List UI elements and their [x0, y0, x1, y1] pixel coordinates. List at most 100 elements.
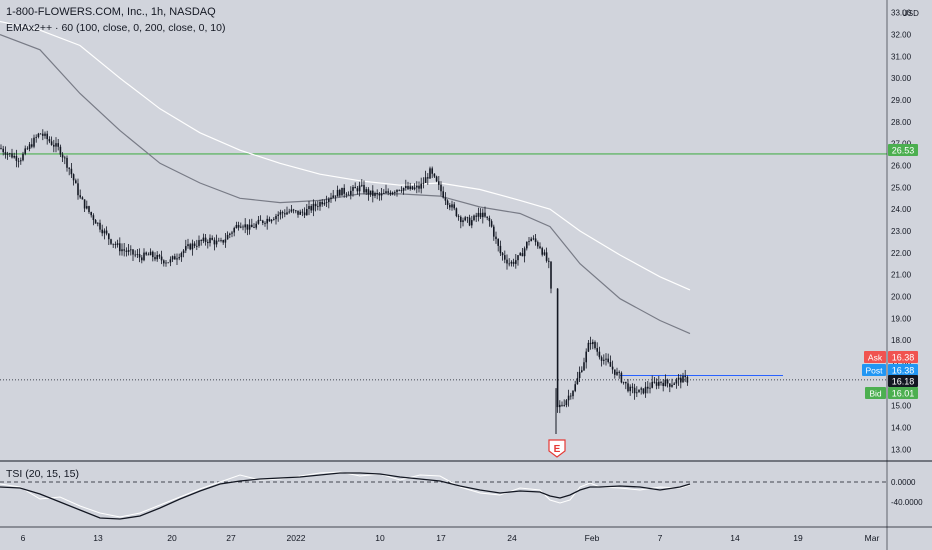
candle-body: [596, 348, 598, 352]
candle-body: [363, 184, 365, 193]
time-tick-label: 20: [167, 533, 177, 543]
candle-body: [343, 187, 345, 194]
candle-body: [541, 248, 543, 255]
candle-body: [83, 199, 86, 209]
earnings-badge[interactable]: E: [548, 439, 566, 458]
candle-body: [180, 253, 183, 258]
post-badge[interactable]: Post 16.38: [862, 364, 918, 376]
candle-body: [594, 341, 596, 349]
candle-body: [81, 197, 84, 200]
candle-body: [638, 389, 640, 393]
candle-body: [556, 288, 559, 408]
candle-body: [457, 216, 460, 217]
symbol-title[interactable]: 1-800-FLOWERS.COM, Inc., 1h, NASDAQ: [6, 6, 216, 18]
candle-body: [31, 144, 33, 147]
time-tick-label: 13: [93, 533, 103, 543]
time-tick-label: 7: [658, 533, 663, 543]
candle-body: [255, 223, 257, 228]
candle-body: [484, 212, 486, 217]
candle-body: [284, 213, 286, 215]
candle-body: [57, 143, 59, 147]
candle-body: [191, 243, 194, 250]
candle-body: [125, 250, 128, 252]
price-tick-label: 21.00: [891, 271, 912, 280]
candle-body: [451, 204, 453, 208]
candle-body: [330, 197, 332, 199]
candle-body: [156, 255, 158, 260]
candle-body: [517, 255, 519, 261]
candle-body: [132, 249, 134, 255]
price-tick-label: 28.00: [891, 118, 912, 127]
candle-body: [202, 237, 205, 241]
candle-body: [387, 191, 389, 193]
candle-body: [257, 219, 260, 224]
candle-body: [92, 215, 95, 221]
candle-body: [545, 252, 548, 261]
candle-body: [26, 148, 29, 150]
candle-body: [341, 187, 343, 196]
candle-body: [24, 148, 26, 154]
candle-body: [79, 195, 81, 198]
candle-body: [44, 133, 46, 136]
candle-body: [288, 211, 290, 213]
price-tick-label: 20.00: [891, 292, 912, 301]
ask-badge[interactable]: Ask 16.38: [864, 351, 918, 363]
candle-body: [495, 236, 497, 240]
indicator-legend[interactable]: EMAx2++ · 60 (100, close, 0, 200, close,…: [6, 22, 225, 34]
price-tick-label: 30.00: [891, 74, 912, 83]
candle-body: [347, 194, 350, 196]
candle-body: [61, 154, 64, 158]
candle-body: [213, 239, 216, 245]
candle-body: [235, 224, 238, 229]
candle-body: [497, 239, 499, 246]
candle-body: [90, 212, 92, 216]
tsi-axis[interactable]: 0.0000 -40.0000: [891, 478, 923, 507]
candle-body: [222, 240, 224, 243]
candle-body: [440, 184, 442, 192]
candle-body: [248, 224, 251, 230]
time-tick-label: 27: [226, 533, 236, 543]
candle-body: [240, 226, 242, 228]
candle-body: [105, 230, 108, 234]
candle-body: [493, 226, 495, 237]
candle-body: [242, 226, 244, 228]
candle-body: [108, 233, 110, 240]
candle-body: [68, 167, 70, 169]
candle-body: [543, 252, 546, 255]
time-axis[interactable]: 6 13 20 27 2022 10 17 24 Feb 7 14 19 Mar: [21, 533, 880, 543]
candle-body: [666, 379, 669, 384]
candle-body: [270, 219, 273, 222]
time-tick-label: 17: [436, 533, 446, 543]
candle-body: [475, 215, 477, 217]
candle-body: [97, 222, 99, 224]
candle-body: [482, 212, 484, 218]
candle-body: [550, 261, 552, 289]
tsi-legend[interactable]: TSI (20, 15, 15): [6, 468, 79, 480]
bid-value: 16.01: [892, 389, 915, 399]
candle-body: [407, 186, 409, 190]
candle-body: [391, 192, 394, 195]
candle-body: [625, 381, 627, 384]
candle-body: [532, 238, 535, 240]
bid-badge[interactable]: Bid 16.01: [865, 387, 918, 399]
candle-body: [446, 200, 449, 205]
candle-body: [614, 369, 616, 375]
last-price-badge: 16.18: [888, 375, 918, 387]
candle-body: [534, 238, 537, 243]
candle-body: [290, 209, 293, 212]
candle-body: [424, 177, 427, 183]
price-tick-label: 18.00: [891, 336, 912, 345]
candle-body: [328, 198, 330, 203]
candle-body: [418, 185, 420, 189]
candle-body: [198, 240, 200, 246]
ask-value: 16.38: [892, 353, 915, 363]
candle-body: [196, 245, 198, 247]
candle-body: [350, 190, 352, 195]
earnings-flag-icon: [548, 439, 566, 458]
candle-body: [655, 382, 658, 386]
candle-body: [572, 390, 574, 397]
tsi-tick-label: 0.0000: [891, 478, 916, 487]
price-tick-label: 26.00: [891, 162, 912, 171]
